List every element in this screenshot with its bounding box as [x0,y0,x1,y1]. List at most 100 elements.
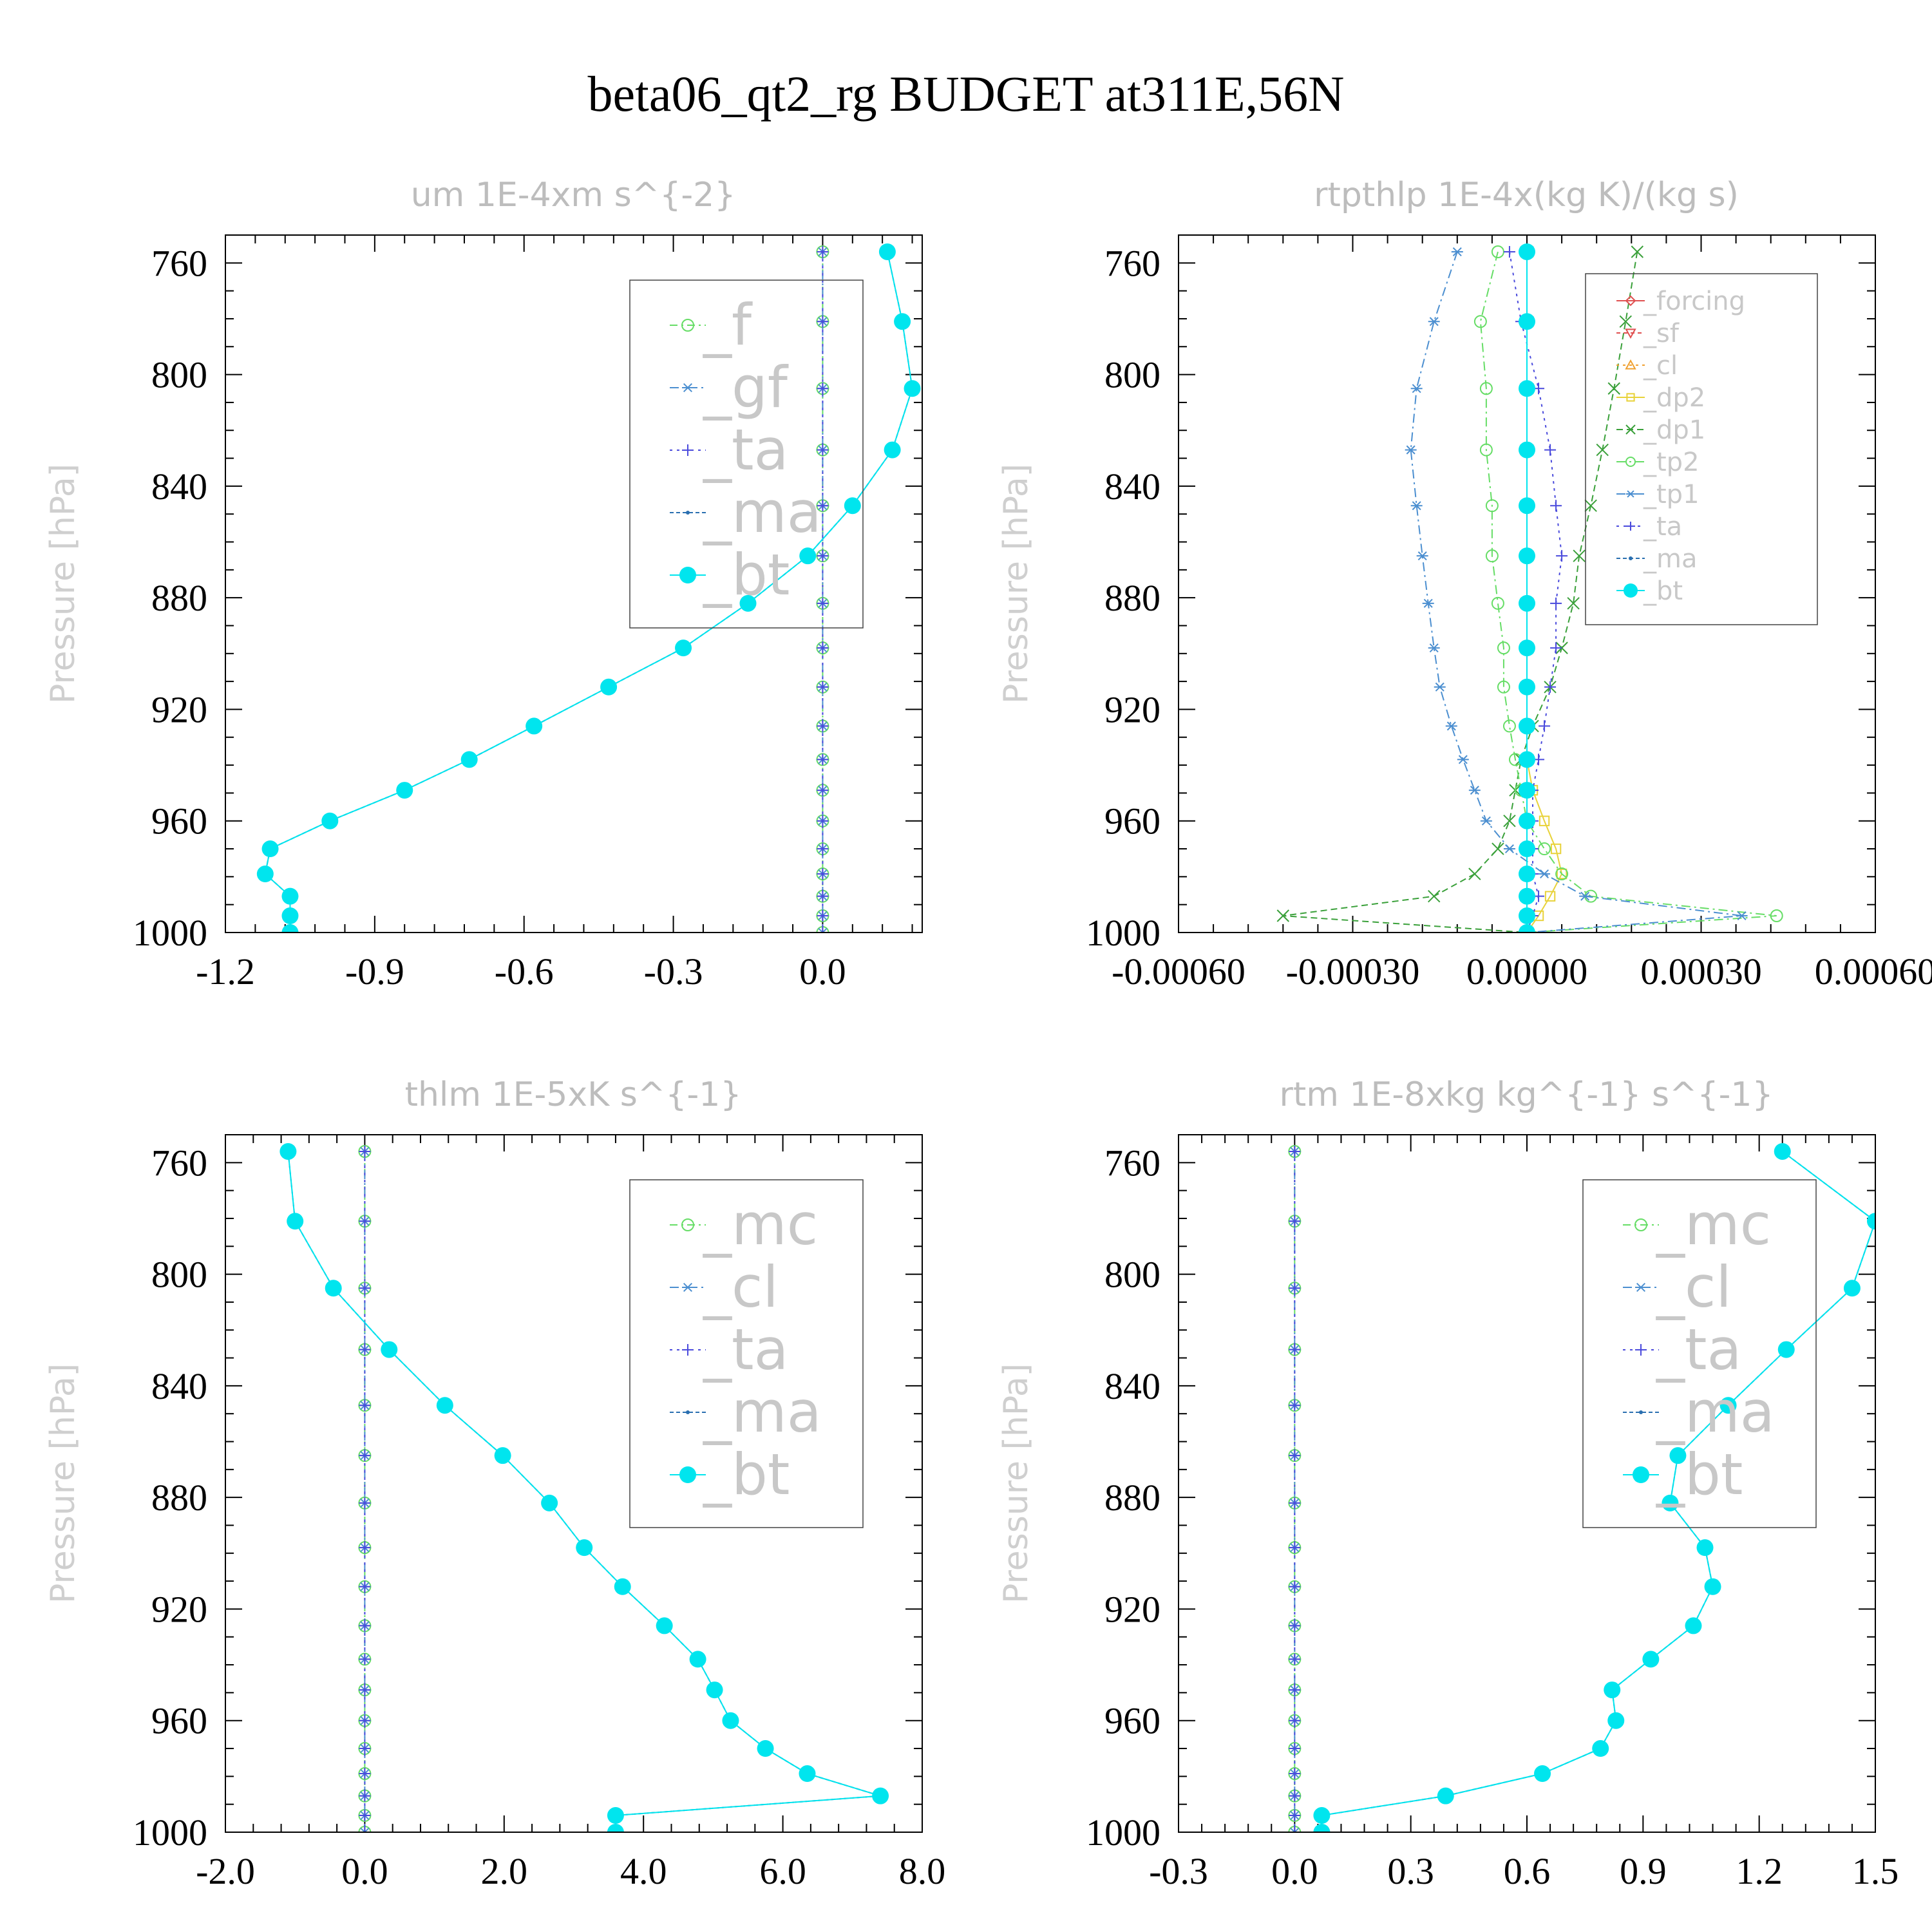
series-layer [256,243,921,933]
data-point-bt [1519,887,1535,905]
data-point-bt [1519,313,1535,330]
y-tick-label: 880 [151,577,207,619]
data-point-ta [817,843,829,855]
data-point-ta [1289,1810,1301,1822]
data-point-ta [359,1826,371,1832]
y-tick-label: 920 [151,688,207,730]
data-point-tp1 [1422,598,1434,608]
data-point-tp1 [1736,911,1748,921]
legend: _mc_cl_ta_ma_bt [629,1179,864,1528]
data-point-ta [359,1810,371,1822]
legend-label: _gf [703,354,789,421]
x-tick-label: 0.0 [341,1850,388,1892]
series-layer [279,1142,889,1832]
data-point-ta [817,500,829,512]
data-point-dp1 [1428,889,1441,903]
data-point-bt [1519,497,1535,515]
data-point-tp1 [1503,844,1515,854]
legend-marker [1625,359,1636,370]
panel-title: thlm 1E-5xK s^{-1} [405,1075,742,1114]
series-line-bt [287,1151,881,1832]
legend-label: _cl [1643,351,1678,381]
y-tick-label: 840 [1104,466,1160,507]
data-point-ta [359,1714,371,1727]
data-point-bt [1519,717,1535,735]
data-point-ta [359,1620,371,1632]
data-point-tp2 [1473,315,1487,328]
legend-label: _mc [703,1191,818,1258]
legend-label: _ma [703,479,822,545]
data-point-tp1 [1468,786,1481,795]
x-tick-label: 0.00060 [1815,951,1932,992]
y-tick-label: 800 [1104,1254,1160,1296]
data-point-tp2 [1485,549,1499,563]
data-point-bt [279,1142,297,1160]
data-point-bt [844,497,861,515]
data-point-bt [1843,1280,1861,1297]
legend-label: _ma [703,1379,822,1445]
data-point-tp2 [1491,596,1504,610]
y-tick-label: 920 [1104,688,1160,730]
data-point-ta [359,1215,371,1227]
data-point-bt [878,243,896,260]
data-point-dp1 [1492,842,1504,855]
data-point-bt [607,1807,624,1824]
data-point-ta [1556,550,1568,562]
data-point-bt [526,717,543,735]
legend-marker [679,567,696,583]
data-point-ta [359,1497,371,1509]
data-point-bt [1519,812,1535,829]
data-point-bt [1642,1651,1660,1668]
legend-box [1585,273,1818,625]
data-point-bt [1437,1787,1454,1804]
data-point-ta [359,1399,371,1412]
x-tick-label: 0.6 [1504,1850,1551,1892]
data-point-bt [256,866,274,883]
series-layer [1276,243,1783,933]
x-tick-label: -1.2 [196,951,255,992]
data-point-bt [722,1712,739,1729]
x-tick-label: -0.3 [644,951,703,992]
panel-title: um 1E-4xm s^{-2} [411,176,736,214]
y-axis-label: Pressure [hPa] [997,464,1036,704]
data-point-bt [689,1651,706,1668]
plot-frame [1178,234,1876,933]
data-point-bt [1669,1447,1687,1464]
data-point-ta [817,890,829,902]
panel-4: rtm 1E-8xkg kg^{-1} s^{-1} Pressure [hPa]… [997,1075,1899,1892]
data-point-tp1 [1428,643,1440,653]
data-point-tp2 [1479,382,1493,395]
data-point-ta [817,753,829,766]
x-tick-label: 0.00030 [1640,951,1762,992]
legend-label: _ma [1656,1379,1775,1445]
data-point-dp1 [1567,597,1580,610]
y-tick-label: 800 [151,354,207,396]
data-point-bt [541,1494,558,1511]
data-point-bt [799,1765,816,1783]
data-point-bt [1719,1397,1737,1414]
data-point-cl [1289,1827,1301,1832]
data-point-bt [576,1539,593,1557]
data-point-ta [817,784,829,797]
legend-label: _dp1 [1643,415,1705,445]
data-point-dp1 [1584,499,1597,512]
y-tick-label: 800 [151,1254,207,1296]
series-line-tp2 [1479,251,1777,933]
legend-marker [682,444,694,456]
legend-label: _forcing [1643,287,1745,316]
data-point-bt [1777,1341,1795,1358]
x-tick-label: 2.0 [481,1850,528,1892]
data-point-ta [1550,642,1562,654]
legend-marker [1626,522,1635,531]
data-point-ta [359,1450,371,1462]
data-point-ta [1550,500,1562,512]
data-point-ta [817,910,829,922]
legend-box [629,1179,864,1528]
data-point-bt [1519,639,1535,657]
legend-marker [681,1218,694,1231]
x-tick-label: -0.3 [1149,1850,1208,1892]
legend-marker [1625,424,1636,435]
data-point-ta [817,720,829,732]
data-point-dp1 [1573,549,1586,562]
data-point-ta [1503,245,1515,258]
